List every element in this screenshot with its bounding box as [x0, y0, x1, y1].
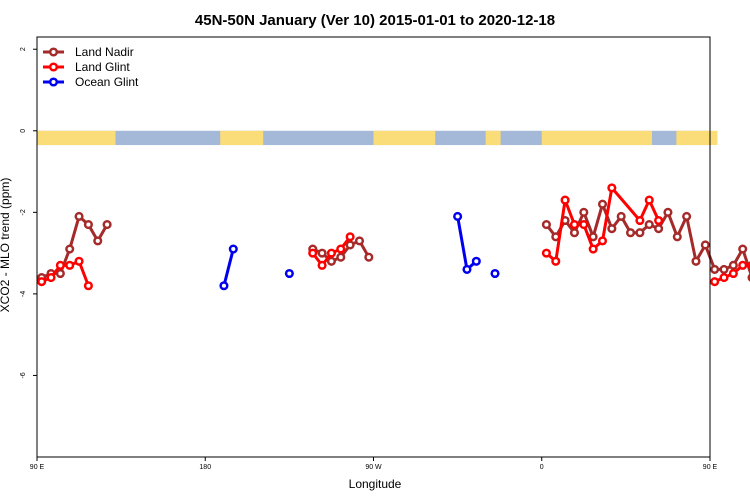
- land-nadir-point: [682, 211, 692, 221]
- x-tick-label: 90 E: [703, 464, 718, 471]
- land-nadir-point: [102, 220, 112, 230]
- ocean-glint-point: [471, 256, 481, 266]
- land-glint-point: [345, 232, 355, 242]
- land-nadir-point: [738, 244, 748, 254]
- land-nadir-point: [336, 252, 346, 262]
- legend-label: Land Nadir: [75, 45, 134, 59]
- land-glint-point: [719, 273, 729, 283]
- ocean-glint-line: [222, 248, 235, 287]
- land-nadir-point: [55, 268, 65, 279]
- plot-frame: [36, 36, 711, 458]
- land-glint-point: [560, 195, 570, 205]
- land-nadir-point: [65, 244, 75, 254]
- land-strip: [541, 130, 653, 146]
- land-glint-point: [635, 215, 645, 226]
- land-strip: [676, 130, 718, 146]
- plot-series: [37, 183, 750, 291]
- land-nadir-point: [607, 224, 617, 234]
- land-glint-point: [55, 260, 65, 270]
- land-glint-point: [326, 248, 336, 258]
- land-nadir-point: [569, 228, 580, 238]
- land-strip: [220, 130, 264, 146]
- x-axis: 90 E 180 90 W 0 90 E: [30, 457, 718, 471]
- land-glint-point: [654, 215, 664, 226]
- x-tick-label: 90 W: [365, 464, 382, 471]
- y-axis-title: XCO2 - MLO trend (ppm): [0, 178, 12, 313]
- y-tick-label: -2: [20, 209, 27, 215]
- ocean-glint-point: [462, 264, 472, 274]
- x-tick-label: 180: [199, 464, 211, 471]
- land-nadir-point: [700, 240, 710, 250]
- land-nadir-point: [364, 252, 374, 262]
- land-strip: [373, 130, 436, 146]
- land-glint-point: [551, 256, 561, 266]
- land-glint-point: [569, 220, 580, 230]
- land-nadir-point: [541, 220, 551, 230]
- land-glint-point: [37, 277, 47, 287]
- legend-marker: [48, 77, 59, 87]
- land-nadir-point: [579, 207, 589, 217]
- land-nadir-point: [345, 240, 355, 250]
- legend-marker: [48, 62, 59, 72]
- land-nadir-point: [83, 220, 93, 230]
- legend-marker: [48, 47, 59, 57]
- land-nadir-line: [545, 202, 750, 277]
- land-nadir-point: [597, 199, 608, 209]
- land-nadir-point: [654, 224, 664, 234]
- land-nadir-point: [74, 211, 84, 221]
- land-glint-point: [541, 248, 551, 258]
- land-glint-point: [308, 248, 318, 258]
- land-nadir-point: [710, 264, 720, 274]
- land-glint-point: [83, 281, 93, 291]
- x-tick-label: 0: [540, 464, 544, 471]
- land-nadir-point: [635, 228, 645, 238]
- land-nadir-point: [354, 236, 365, 246]
- land-nadir-point: [644, 220, 654, 230]
- land-glint-point: [65, 260, 75, 270]
- land-glint-point: [579, 220, 589, 230]
- ocean-glint-point: [284, 268, 294, 279]
- land-nadir-point: [616, 211, 626, 221]
- y-tick-label: -6: [20, 372, 27, 378]
- land-glint-point: [588, 244, 598, 254]
- land-glint-point: [597, 236, 608, 246]
- land-nadir-point: [672, 232, 682, 242]
- land-mask: [37, 130, 718, 146]
- y-tick-label: 0: [20, 129, 27, 133]
- land-glint-point: [644, 195, 654, 205]
- ocean-glint-point: [228, 244, 238, 254]
- land-glint-point: [728, 268, 738, 279]
- land-glint-point: [74, 256, 84, 266]
- land-nadir-point: [317, 248, 327, 258]
- land-strip: [37, 130, 116, 146]
- x-tick-label: 90 E: [30, 464, 45, 471]
- y-tick-label: 2: [20, 47, 27, 51]
- land-glint-point: [710, 277, 720, 287]
- land-glint-point: [607, 183, 617, 193]
- land-nadir-point: [719, 264, 729, 274]
- land-nadir-point: [728, 260, 738, 270]
- land-nadir-point: [93, 236, 103, 246]
- ocean-glint-point: [219, 281, 229, 291]
- land-nadir-point: [691, 256, 701, 266]
- x-axis-title: Longitude: [349, 477, 402, 491]
- land-glint-point: [317, 260, 327, 270]
- y-axis: 2 0 -2 -4 -6: [20, 47, 37, 379]
- land-nadir-line: [41, 214, 109, 279]
- land-strip: [485, 130, 501, 146]
- legend-label: Ocean Glint: [75, 75, 139, 89]
- y-tick-label: -4: [20, 291, 27, 297]
- land-nadir-point: [326, 256, 336, 266]
- land-nadir-point: [663, 207, 673, 217]
- land-glint-point: [336, 244, 346, 254]
- land-glint-point: [46, 273, 56, 283]
- ocean-glint-point: [453, 211, 463, 221]
- legend-label: Land Glint: [75, 60, 130, 74]
- land-nadir-point: [625, 228, 636, 238]
- ocean-glint-point: [490, 268, 500, 279]
- land-glint-point: [738, 260, 748, 270]
- chart-title: 45N-50N January (Ver 10) 2015-01-01 to 2…: [195, 12, 555, 29]
